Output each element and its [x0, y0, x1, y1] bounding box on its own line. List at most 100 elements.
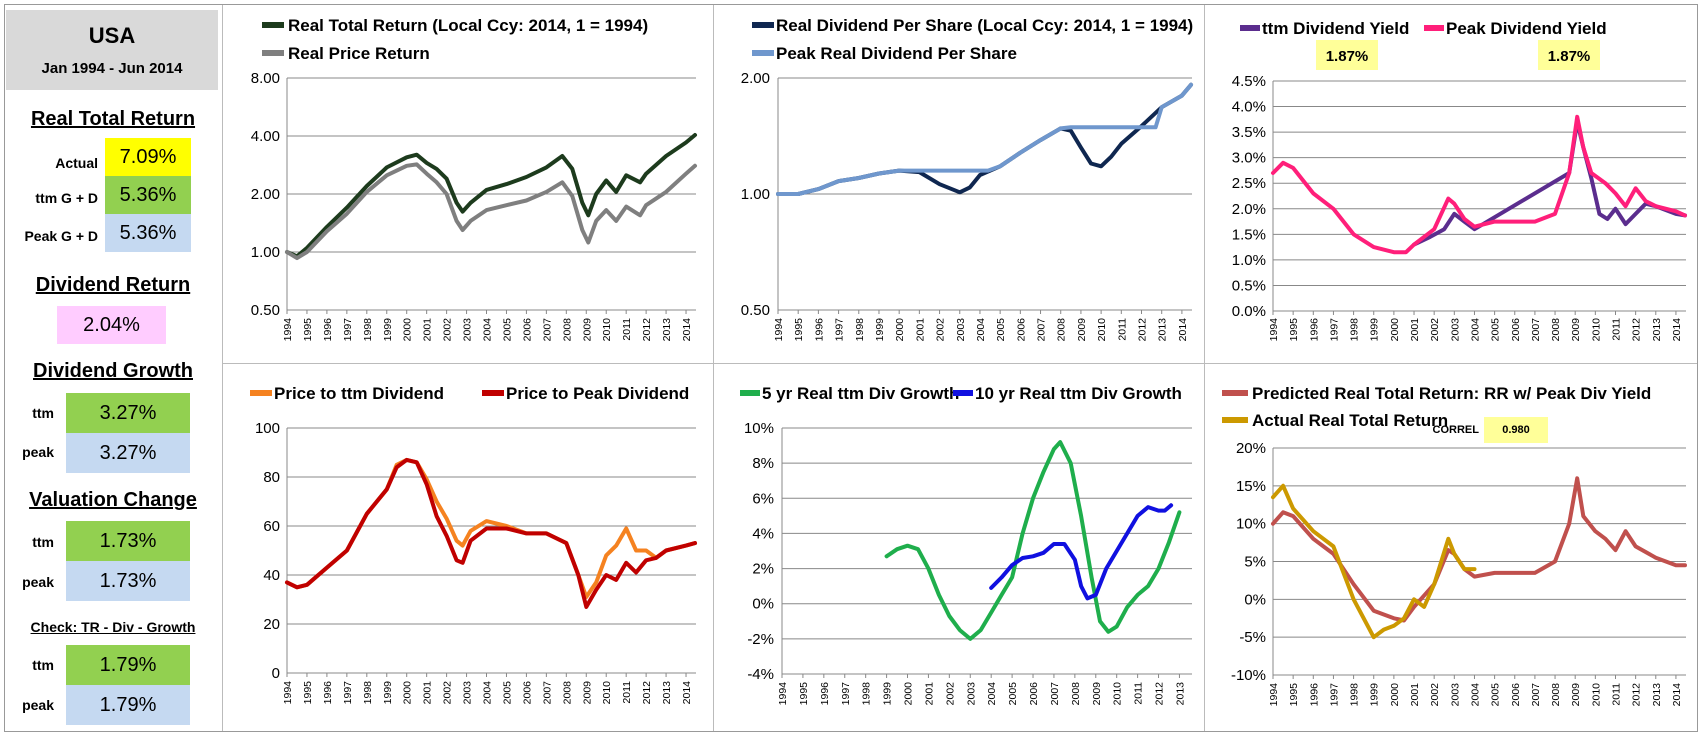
country-title: USA — [88, 23, 136, 48]
y-tick-label: 1.5% — [1232, 226, 1266, 243]
divider — [223, 363, 1697, 364]
legend-label: Real Dividend Per Share (Local Ccy: 2014… — [776, 16, 1193, 35]
series-line — [1271, 114, 1687, 255]
y-tick-label: 0% — [1244, 591, 1266, 608]
y-tick-label: 0 — [272, 665, 280, 682]
x-tick-label: 1994 — [777, 682, 789, 706]
series-line — [989, 503, 1174, 601]
check-ttm-value: 1.79% — [66, 645, 190, 685]
y-tick-label: 20 — [263, 616, 280, 633]
x-tick-label: 2004 — [986, 682, 998, 706]
series-line — [1271, 483, 1477, 640]
row-label: ttm — [32, 534, 54, 550]
legend-label: Peak Real Dividend Per Share — [776, 44, 1017, 63]
series-line — [884, 440, 1182, 641]
x-tick-label: 1997 — [840, 682, 852, 706]
y-tick-label: 6% — [752, 490, 774, 507]
x-tick-label: 2012 — [1154, 682, 1166, 706]
x-tick-label: 2011 — [621, 318, 633, 341]
legend-label: ttm Dividend Yield — [1262, 19, 1409, 38]
x-tick-label: 1994 — [1268, 318, 1280, 342]
x-tick-label: 2002 — [935, 318, 947, 342]
period-label: Jan 1994 - Jun 2014 — [41, 60, 183, 77]
x-tick-label: 1996 — [819, 682, 831, 706]
x-tick-label: 2003 — [955, 318, 967, 342]
y-tick-label: -5% — [1239, 629, 1266, 646]
x-tick-label: 2001 — [1409, 318, 1421, 342]
x-tick-label: 2011 — [1610, 318, 1622, 341]
dashboard-frame — [4, 4, 1698, 732]
x-tick-label: 2007 — [1049, 682, 1061, 706]
y-tick-label: 0.0% — [1232, 303, 1266, 320]
x-tick-label: 1997 — [342, 681, 354, 705]
y-tick-label: 4.5% — [1232, 73, 1266, 90]
x-tick-label: 1996 — [1308, 683, 1320, 707]
y-tick-label: 4% — [752, 525, 774, 542]
x-tick-label: 1999 — [1369, 683, 1381, 707]
div-growth-ttm-value: 3.27% — [66, 393, 190, 433]
y-tick-label: 3.0% — [1232, 150, 1266, 167]
y-tick-label: -2% — [747, 631, 774, 648]
x-tick-label: 2001 — [923, 682, 935, 706]
x-tick-label: 2006 — [521, 681, 533, 705]
legend-label: Peak Dividend Yield — [1446, 19, 1607, 38]
y-tick-label: -10% — [1231, 667, 1266, 684]
x-tick-label: 2007 — [541, 318, 553, 342]
x-tick-label: 2000 — [1389, 683, 1401, 707]
x-tick-label: 2013 — [661, 318, 673, 342]
x-tick-label: 2009 — [1076, 318, 1088, 342]
x-tick-label: 2011 — [1610, 683, 1622, 706]
y-tick-label: 2.00 — [251, 186, 280, 203]
check-peak-value: 1.79% — [66, 685, 190, 725]
series-line — [776, 82, 1193, 196]
x-tick-label: 2008 — [561, 318, 573, 342]
x-tick-label: 2014 — [1671, 318, 1683, 342]
y-tick-label: 0.5% — [1232, 277, 1266, 294]
real-total-return-title: Real Total Return — [30, 108, 196, 130]
row-label: Peak G + D — [24, 228, 98, 244]
x-tick-label: 2004 — [482, 681, 494, 705]
x-tick-label: 1994 — [1268, 683, 1280, 707]
x-tick-label: 2008 — [561, 681, 573, 705]
row-label: peak — [22, 574, 54, 590]
legend-label: Price to Peak Dividend — [506, 384, 689, 403]
x-tick-label: 2013 — [1651, 318, 1663, 342]
correl-value: 0.980 — [1502, 424, 1530, 436]
divider — [1204, 5, 1205, 731]
x-tick-label: 2008 — [1550, 318, 1562, 342]
x-tick-label: 2005 — [501, 681, 513, 705]
x-tick-label: 2006 — [1028, 682, 1040, 706]
y-tick-label: 4.0% — [1232, 99, 1266, 116]
x-tick-label: 2000 — [402, 681, 414, 705]
valuation-peak-value: 1.73% — [66, 561, 190, 601]
x-tick-label: 1997 — [342, 318, 354, 342]
x-tick-label: 2009 — [581, 318, 593, 342]
x-tick-label: 2005 — [995, 318, 1007, 342]
x-tick-label: 1996 — [813, 318, 825, 342]
dividend-return-title: Dividend Return — [35, 274, 191, 296]
x-tick-label: 2009 — [1570, 318, 1582, 342]
y-tick-label: 0.50 — [251, 302, 280, 319]
peak-gd-value: 5.36% — [105, 214, 191, 252]
x-tick-label: 2003 — [462, 318, 474, 342]
x-tick-label: 2006 — [1015, 318, 1027, 342]
x-tick-label: 1998 — [854, 318, 866, 342]
x-tick-label: 1994 — [282, 318, 294, 342]
x-tick-label: 1997 — [1328, 683, 1340, 707]
x-tick-label: 1995 — [302, 318, 314, 342]
actual-value: 7.09% — [105, 138, 191, 176]
x-tick-label: 2007 — [1036, 318, 1048, 342]
x-tick-label: 2013 — [1174, 682, 1186, 706]
x-tick-label: 2013 — [1157, 318, 1169, 342]
y-tick-label: 8.00 — [251, 70, 280, 87]
x-tick-label: 2003 — [1449, 683, 1461, 707]
legend-label: Real Price Return — [288, 44, 430, 63]
y-tick-label: 2% — [752, 561, 774, 578]
y-tick-label: 1.00 — [251, 244, 280, 261]
series-line — [1271, 476, 1687, 623]
x-tick-label: 2004 — [1469, 683, 1481, 707]
x-tick-label: 2005 — [1490, 318, 1502, 342]
y-tick-label: 2.5% — [1232, 175, 1266, 192]
x-tick-label: 1995 — [1288, 683, 1300, 707]
y-tick-label: 60 — [263, 518, 280, 535]
